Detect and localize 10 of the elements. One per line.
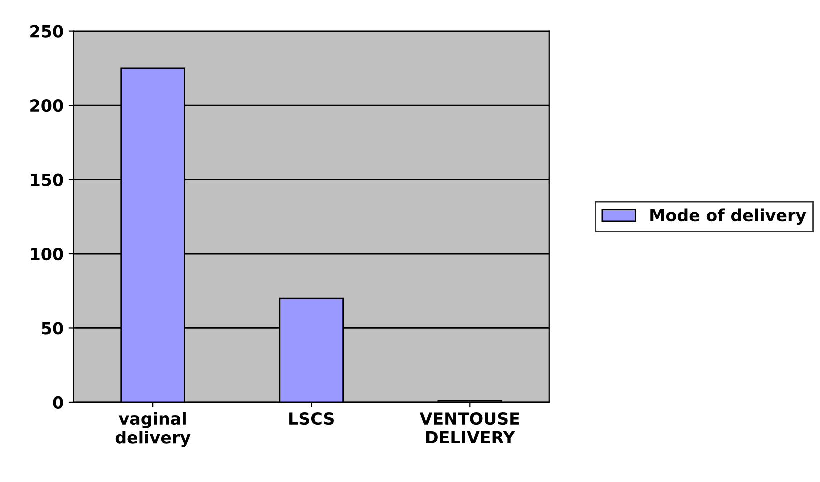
y-tick-label: 250 [30,25,64,38]
x-tick-label: LSCS [290,412,334,426]
y-tick-label: 50 [42,322,64,335]
y-tick-label: 0 [53,396,64,410]
x-tick-label: vaginal delivery [116,412,191,448]
legend-label: Mode of delivery [650,208,806,226]
y-tick-label: 200 [30,100,64,112]
y-tick-label: 100 [31,248,64,261]
x-tick-label: VENTOUSE DELIVERY [420,412,520,444]
y-tick-label: 150 [31,174,64,186]
